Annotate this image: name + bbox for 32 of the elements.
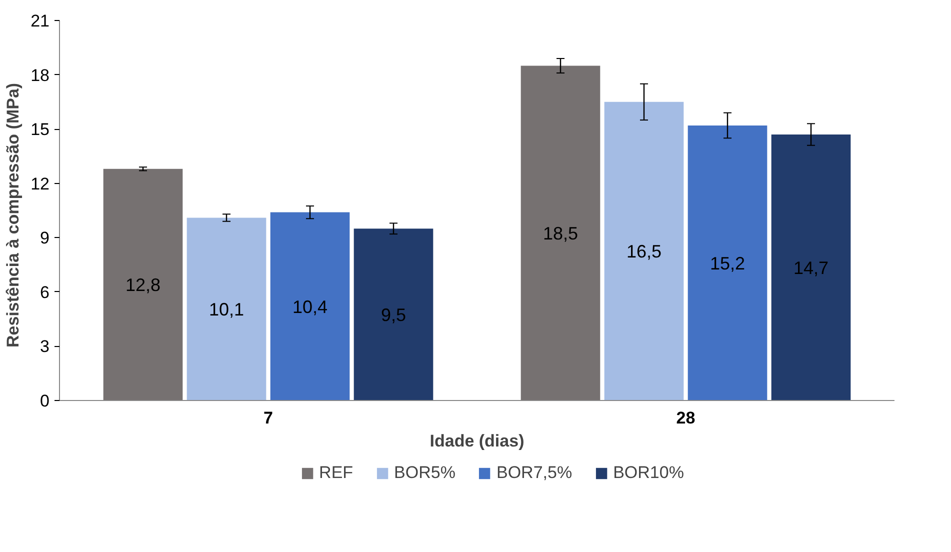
bar [270, 212, 350, 400]
bar [186, 218, 266, 400]
data-label: 9,5 [380, 305, 406, 326]
bar [354, 228, 434, 400]
legend-label: REF [319, 463, 354, 483]
x-tick-label: 28 [676, 408, 696, 428]
x-tick-label: 7 [264, 408, 273, 428]
bar [604, 102, 684, 400]
y-axis-title: Resistência à compressão (MPa) [4, 82, 23, 348]
x-axis-title: Idade (dias) [430, 432, 524, 450]
data-label: 12,8 [125, 275, 161, 296]
y-tick-label: 0 [40, 392, 50, 410]
legend-label: BOR5% [394, 463, 456, 483]
y-tick-label: 15 [30, 120, 50, 140]
y-tick-label: 18 [30, 66, 50, 85]
data-label: 10,1 [208, 300, 244, 320]
y-tick-label: 6 [40, 282, 50, 302]
bar [103, 168, 183, 400]
y-tick-label: 12 [30, 174, 50, 194]
bar [771, 134, 851, 400]
data-label: 16,5 [626, 242, 662, 262]
legend-label: BOR10% [613, 463, 684, 483]
data-label: 18,5 [542, 224, 578, 244]
data-label: 10,4 [292, 296, 328, 317]
bar [688, 125, 768, 400]
y-tick-label: 3 [40, 337, 50, 356]
bar [520, 66, 600, 400]
y-tick-label: 21 [30, 12, 50, 30]
y-tick-label: 9 [40, 228, 50, 248]
legend-label: BOR7,5% [496, 463, 572, 483]
data-label: 15,2 [710, 253, 746, 274]
data-label: 14,7 [793, 258, 829, 278]
